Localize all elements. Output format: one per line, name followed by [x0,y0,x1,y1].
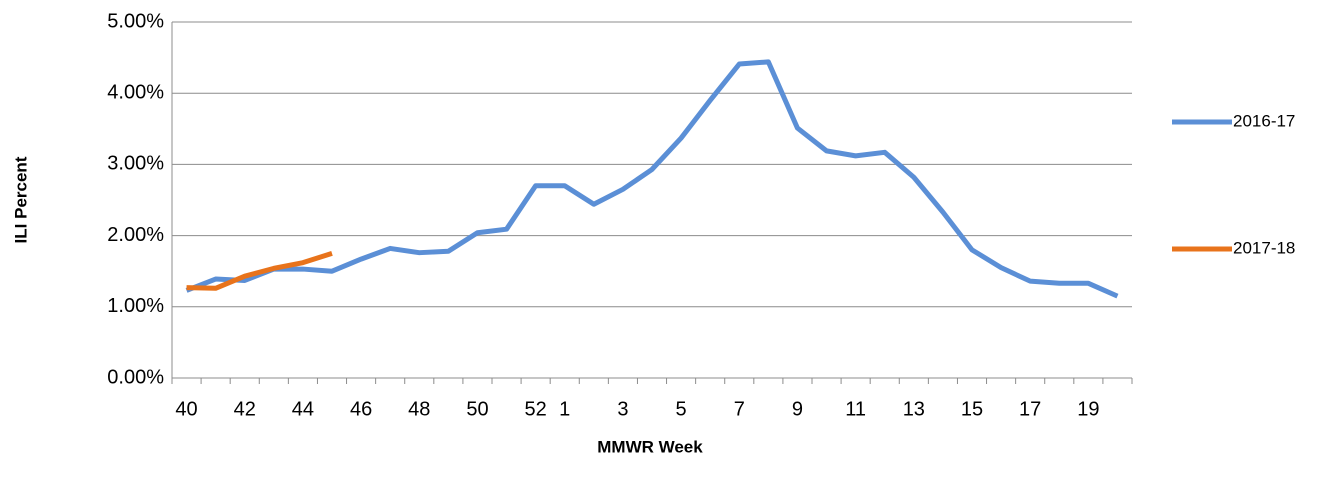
series-line [185,59,1119,299]
x-tick-label: 40 [175,398,197,420]
x-tick-label: 13 [903,398,925,420]
x-tick-label: 1 [559,398,570,420]
x-tick-label: 3 [617,398,628,420]
x-tick-label: 50 [466,398,488,420]
x-tick-label: 46 [350,398,372,420]
x-tick-label: 44 [292,398,314,420]
y-tick-label: 3.00% [107,153,164,175]
x-tick-label: 42 [234,398,256,420]
x-tick-label: 5 [676,398,687,420]
y-axis-title: ILI Percent [11,156,30,243]
y-tick-label: 1.00% [107,295,164,317]
legend-label: 2016-17 [1233,111,1295,130]
series-line [186,251,333,291]
y-tick-label: 2.00% [107,224,164,246]
x-tick-label: 7 [734,398,745,420]
legend-label: 2017-18 [1233,238,1295,257]
y-tick-label: 5.00% [107,10,164,32]
x-tick-label: 19 [1077,398,1099,420]
y-tick-label: 0.00% [107,366,164,388]
y-tick-label: 4.00% [107,81,164,103]
x-tick-label: 52 [525,398,547,420]
x-tick-label: 9 [792,398,803,420]
x-tick-label: 15 [961,398,983,420]
x-tick-label: 17 [1019,398,1041,420]
x-axis-title: MMWR Week [597,437,703,456]
x-tick-label: 48 [408,398,430,420]
x-tick-label: 11 [845,398,866,420]
